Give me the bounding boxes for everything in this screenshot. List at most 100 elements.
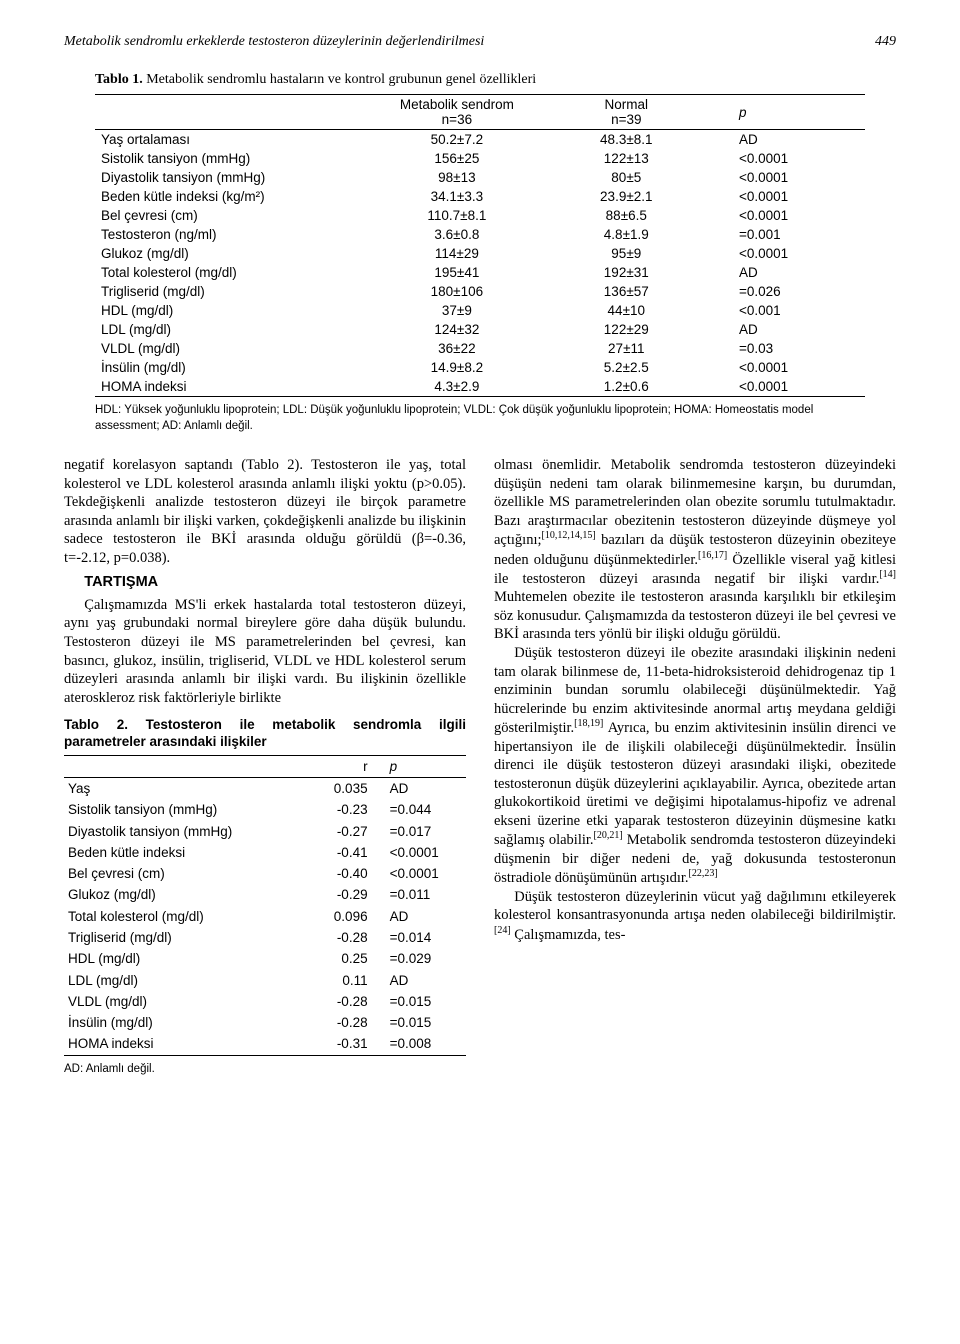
row-label: Beden kütle indeksi (kg/m²)	[95, 187, 372, 206]
running-title: Metabolik sendromlu erkeklerde testoster…	[64, 34, 484, 50]
row-p: =0.008	[386, 1033, 466, 1055]
right-p3: Düşük testosteron düzeylerinin vücut yağ…	[494, 888, 896, 944]
table-1-title-prefix: Tablo 1.	[95, 72, 143, 87]
table-row: Bel çevresi (cm)110.7±8.188±6.5<0.0001	[95, 206, 865, 225]
table-row: Glukoz (mg/dl)114±2995±9<0.0001	[95, 244, 865, 263]
left-p2: Çalışmamızda MS'li erkek hastalarda tota…	[64, 596, 466, 707]
row-val-b: 1.2±0.6	[542, 377, 711, 397]
row-p: AD	[386, 778, 466, 800]
row-val-b: 122±29	[542, 320, 711, 339]
table-row: Beden kütle indeksi-0.41<0.0001	[64, 842, 466, 863]
row-p: AD	[711, 263, 865, 282]
table-row: Trigliserid (mg/dl)180±106136±57=0.026	[95, 282, 865, 301]
row-label: HOMA indeksi	[95, 377, 372, 397]
row-label: LDL (mg/dl)	[64, 970, 305, 991]
row-p: =0.011	[386, 884, 466, 905]
row-r: -0.41	[305, 842, 385, 863]
row-val-b: 44±10	[542, 301, 711, 320]
table-1-title-text: Metabolik sendromlu hastaların ve kontro…	[146, 72, 536, 87]
row-p: =0.03	[711, 339, 865, 358]
row-p: =0.044	[386, 799, 466, 820]
row-r: -0.23	[305, 799, 385, 820]
row-label: İnsülin (mg/dl)	[95, 358, 372, 377]
table-1-title: Tablo 1. Metabolik sendromlu hastaların …	[95, 72, 865, 88]
row-label: Total kolesterol (mg/dl)	[64, 906, 305, 927]
row-val-a: 14.9±8.2	[372, 358, 541, 377]
row-p: =0.017	[386, 821, 466, 842]
row-val-a: 114±29	[372, 244, 541, 263]
row-label: Bel çevresi (cm)	[64, 863, 305, 884]
row-p: =0.001	[711, 225, 865, 244]
citation: [10,12,14,15]	[542, 530, 596, 541]
table-row: LDL (mg/dl)0.11AD	[64, 970, 466, 991]
row-label: Bel çevresi (cm)	[95, 206, 372, 225]
row-r: 0.25	[305, 948, 385, 969]
row-val-a: 124±32	[372, 320, 541, 339]
row-val-a: 4.3±2.9	[372, 377, 541, 397]
row-p: =0.014	[386, 927, 466, 948]
row-p: AD	[711, 130, 865, 150]
row-val-b: 4.8±1.9	[542, 225, 711, 244]
row-val-a: 3.6±0.8	[372, 225, 541, 244]
row-p: <0.0001	[711, 377, 865, 397]
row-r: 0.096	[305, 906, 385, 927]
left-p1: negatif korelasyon saptandı (Tablo 2). T…	[64, 456, 466, 567]
table-row: Total kolesterol (mg/dl)0.096AD	[64, 906, 466, 927]
row-val-a: 180±106	[372, 282, 541, 301]
row-label: HDL (mg/dl)	[64, 948, 305, 969]
row-val-b: 23.9±2.1	[542, 187, 711, 206]
row-r: -0.29	[305, 884, 385, 905]
table-row: VLDL (mg/dl)36±2227±11=0.03	[95, 339, 865, 358]
citation: [14]	[879, 569, 896, 580]
table-2-col2: r	[305, 755, 385, 777]
table-row: Beden kütle indeksi (kg/m²)34.1±3.323.9±…	[95, 187, 865, 206]
citation: [20,21]	[594, 830, 623, 841]
row-val-b: 88±6.5	[542, 206, 711, 225]
row-val-b: 80±5	[542, 168, 711, 187]
row-r: -0.28	[305, 1012, 385, 1033]
table-2-footnote: AD: Anlamlı değil.	[64, 1062, 466, 1078]
table-row: HOMA indeksi4.3±2.91.2±0.6<0.0001	[95, 377, 865, 397]
row-r: -0.28	[305, 927, 385, 948]
page-number: 449	[875, 34, 896, 50]
row-r: -0.27	[305, 821, 385, 842]
row-p: <0.0001	[711, 206, 865, 225]
row-val-b: 95±9	[542, 244, 711, 263]
table-1-col2-sub: n=36	[378, 112, 535, 127]
row-val-b: 136±57	[542, 282, 711, 301]
row-label: LDL (mg/dl)	[95, 320, 372, 339]
row-label: HOMA indeksi	[64, 1033, 305, 1055]
row-label: Diyastolik tansiyon (mmHg)	[64, 821, 305, 842]
table-row: Sistolik tansiyon (mmHg)-0.23=0.044	[64, 799, 466, 820]
row-p: <0.0001	[711, 244, 865, 263]
table-row: VLDL (mg/dl)-0.28=0.015	[64, 991, 466, 1012]
row-label: Sistolik tansiyon (mmHg)	[64, 799, 305, 820]
row-val-a: 110.7±8.1	[372, 206, 541, 225]
row-p: =0.026	[711, 282, 865, 301]
citation: [18,19]	[574, 718, 603, 729]
row-p: =0.015	[386, 991, 466, 1012]
table-row: Trigliserid (mg/dl)-0.28=0.014	[64, 927, 466, 948]
table-2-title: Tablo 2. Testosteron ile metabolik sendr…	[64, 717, 466, 751]
table-2-col3: p	[390, 759, 398, 774]
table-row: İnsülin (mg/dl)-0.28=0.015	[64, 1012, 466, 1033]
row-label: Total kolesterol (mg/dl)	[95, 263, 372, 282]
row-val-a: 34.1±3.3	[372, 187, 541, 206]
citation: [22,23]	[689, 868, 718, 879]
row-val-a: 50.2±7.2	[372, 130, 541, 150]
row-p: <0.0001	[386, 842, 466, 863]
row-p: =0.029	[386, 948, 466, 969]
row-label: Sistolik tansiyon (mmHg)	[95, 149, 372, 168]
row-label: Trigliserid (mg/dl)	[64, 927, 305, 948]
row-val-b: 48.3±8.1	[542, 130, 711, 150]
row-val-a: 36±22	[372, 339, 541, 358]
tartisma-heading: TARTIŞMA	[64, 573, 466, 592]
table-row: Testosteron (ng/ml)3.6±0.84.8±1.9=0.001	[95, 225, 865, 244]
table-row: LDL (mg/dl)124±32122±29AD	[95, 320, 865, 339]
citation: [16,17]	[698, 550, 727, 561]
row-val-a: 98±13	[372, 168, 541, 187]
table-row: HDL (mg/dl)0.25=0.029	[64, 948, 466, 969]
table-row: Yaş0.035AD	[64, 778, 466, 800]
row-p: AD	[711, 320, 865, 339]
row-label: Testosteron (ng/ml)	[95, 225, 372, 244]
